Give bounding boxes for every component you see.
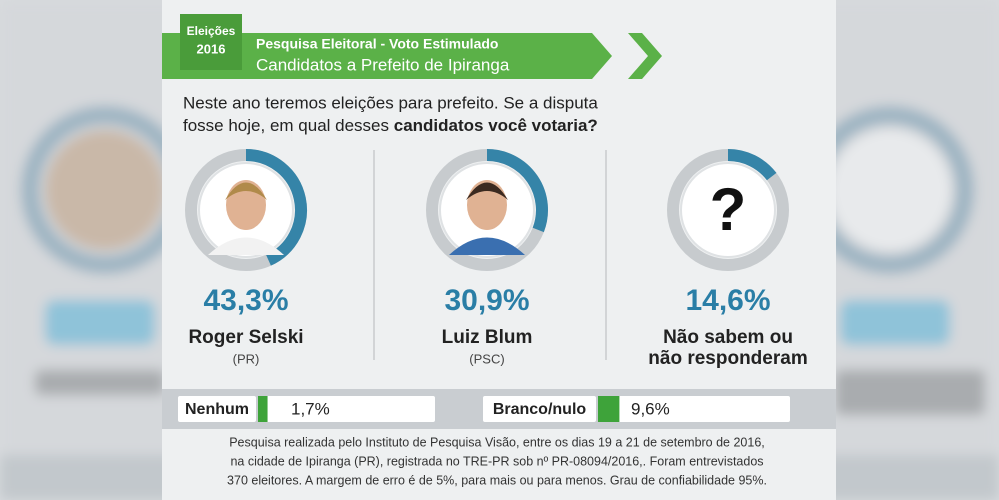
others-bar bbox=[258, 396, 268, 422]
candidate-name: Não sabem ou bbox=[663, 327, 793, 348]
others-bar bbox=[598, 396, 620, 422]
footnote: na cidade de Ipiranga (PR), registrada n… bbox=[230, 454, 763, 468]
others-label: Nenhum bbox=[185, 401, 249, 418]
ring-arc bbox=[727, 149, 777, 181]
portrait-hair bbox=[225, 182, 267, 200]
percent: 30,9% bbox=[444, 284, 529, 317]
others-label-box bbox=[483, 396, 596, 422]
ring-arc bbox=[486, 149, 548, 233]
party: (PSC) bbox=[469, 351, 504, 366]
percent: 43,3% bbox=[203, 284, 288, 317]
others-value: 9,6% bbox=[631, 399, 670, 418]
header-title: Pesquisa Eleitoral - Voto Estimulado bbox=[256, 36, 498, 52]
question: Neste ano teremos eleições para prefeito… bbox=[183, 93, 598, 112]
others-label: Branco/nulo bbox=[493, 401, 587, 418]
others-value-box bbox=[598, 396, 790, 422]
candidate-name: Luiz Blum bbox=[442, 327, 533, 348]
footnote: Pesquisa realizada pelo Instituto de Pes… bbox=[229, 435, 765, 449]
others-value-box bbox=[258, 396, 435, 422]
portrait-body bbox=[208, 237, 284, 255]
others-value: 1,7% bbox=[291, 399, 330, 418]
chevron bbox=[628, 33, 662, 79]
percent: 14,6% bbox=[685, 284, 770, 317]
badge bbox=[180, 14, 242, 70]
badge-text: 2016 bbox=[197, 41, 226, 56]
question: fosse hoje, em qual desses candidatos vo… bbox=[183, 116, 598, 135]
ring-arc bbox=[245, 149, 307, 266]
party: (PR) bbox=[233, 351, 260, 366]
question-emphasis: candidatos você votaria? bbox=[394, 116, 598, 135]
header-subtitle: Candidatos a Prefeito de Ipiranga bbox=[256, 55, 510, 74]
portrait-bg bbox=[680, 162, 776, 258]
footnote: 370 eleitores. A margem de erro é de 5%,… bbox=[227, 473, 767, 487]
candidate-name: Roger Selski bbox=[188, 327, 303, 348]
others-label-box bbox=[178, 396, 256, 422]
header-banner bbox=[162, 33, 612, 79]
portrait-hair bbox=[466, 182, 508, 200]
badge-text: Eleições bbox=[187, 24, 236, 38]
portrait-body bbox=[449, 237, 525, 255]
question-text: fosse hoje, em qual desses bbox=[183, 116, 394, 135]
icon: ? bbox=[710, 176, 747, 243]
candidate-name: não responderam bbox=[648, 348, 807, 369]
